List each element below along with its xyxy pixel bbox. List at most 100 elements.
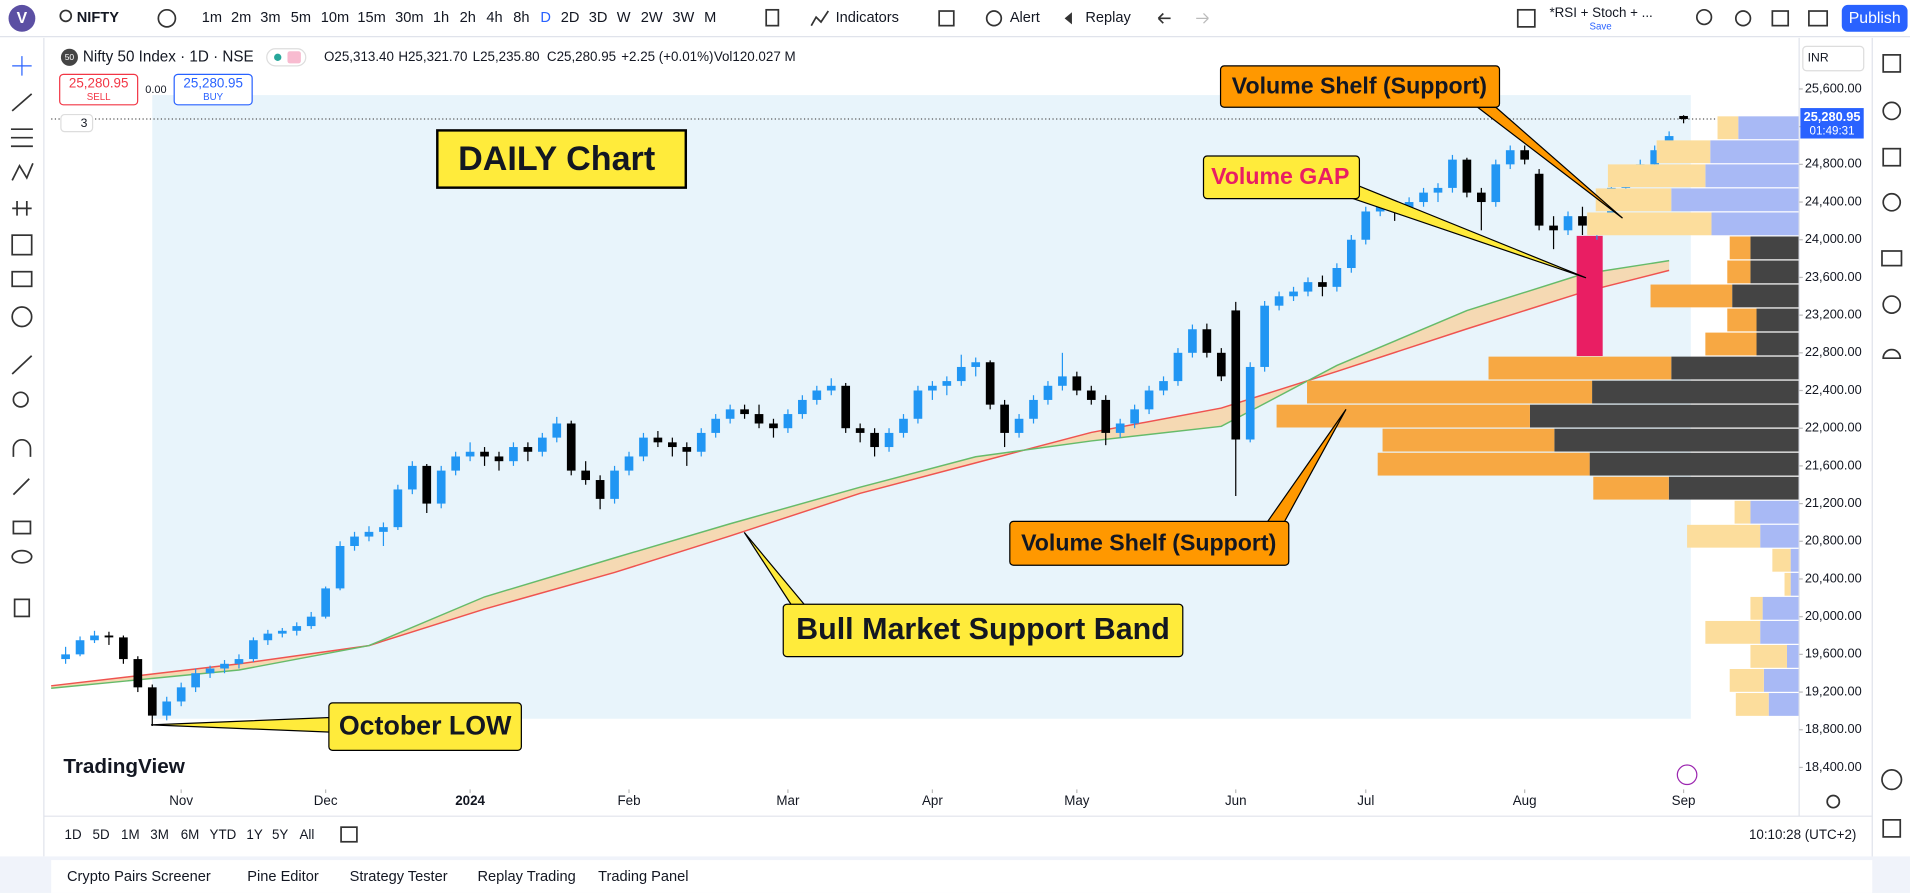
layout-name[interactable]: *RSI + Stoch + ... — [1549, 5, 1652, 20]
interval-button[interactable]: 3m — [260, 10, 280, 26]
date-range-icon[interactable] — [340, 826, 358, 843]
interval-button[interactable]: 3D — [589, 10, 608, 26]
panel-tab[interactable]: Crypto Pairs Screener — [67, 869, 211, 885]
templates-icon[interactable] — [938, 10, 955, 27]
undo-icon[interactable] — [1157, 12, 1171, 24]
range-button[interactable]: All — [300, 827, 315, 842]
streams-icon[interactable] — [1882, 295, 1902, 314]
chats-icon[interactable] — [1881, 250, 1903, 267]
currency[interactable]: INR — [1808, 51, 1829, 65]
interval-button[interactable]: 30m — [395, 10, 423, 26]
shape-tool[interactable] — [11, 234, 33, 256]
annotation-text: Volume Shelf (Support) — [1021, 530, 1276, 556]
layout-icon[interactable] — [1516, 8, 1536, 28]
stay-drawing-tool[interactable] — [12, 478, 30, 496]
interval-button[interactable]: 2D — [561, 10, 580, 26]
watchlist-icon[interactable] — [1882, 54, 1902, 73]
alerts-icon[interactable] — [1882, 101, 1902, 121]
panel-tab[interactable]: Strategy Tester — [350, 869, 448, 885]
sell-label[interactable]: SELL — [87, 92, 111, 103]
crosshair-tool[interactable] — [12, 56, 32, 76]
remove-tool[interactable] — [13, 598, 31, 618]
interval-button[interactable]: 5m — [291, 10, 311, 26]
volume-down — [1790, 548, 1800, 572]
sell-price[interactable]: 25,280.95 — [69, 76, 129, 91]
interval-button[interactable]: 15m — [357, 10, 385, 26]
market-status[interactable] — [274, 53, 282, 61]
compare-icon[interactable] — [157, 8, 177, 28]
currency-button[interactable] — [1802, 45, 1865, 72]
delay-status[interactable] — [287, 51, 301, 64]
text-tool[interactable] — [11, 270, 33, 288]
search-icon[interactable] — [59, 9, 73, 23]
indicator-count[interactable]: 3 — [81, 116, 88, 130]
axis-settings-icon[interactable] — [1826, 794, 1841, 809]
collapse-button[interactable] — [60, 113, 94, 133]
interval-button[interactable]: 2m — [231, 10, 251, 26]
publish-label[interactable]: Publish — [1849, 10, 1901, 27]
range-button[interactable]: 1M — [121, 827, 140, 842]
pattern-tool[interactable] — [11, 162, 34, 181]
alert-icon[interactable] — [985, 10, 1003, 27]
interval-button[interactable]: 1m — [202, 10, 222, 26]
range-button[interactable]: 3M — [150, 827, 169, 842]
interval-button[interactable]: 3W — [672, 10, 694, 26]
forecast-tool[interactable] — [12, 201, 32, 216]
indicators-button[interactable]: Indicators — [836, 10, 899, 26]
ideas-icon[interactable] — [1882, 192, 1902, 212]
y-tick-label: 20,800.00 — [1805, 533, 1862, 548]
save-label[interactable]: Save — [1589, 21, 1611, 32]
panel-tab[interactable]: Trading Panel — [598, 869, 688, 885]
candle-body — [451, 456, 460, 471]
visibility-tool[interactable] — [11, 549, 33, 564]
fullscreen-icon[interactable] — [1771, 10, 1790, 27]
magnet-tool[interactable] — [12, 438, 32, 457]
symbol-search[interactable]: NIFTY — [77, 10, 119, 26]
dom-icon[interactable] — [1881, 769, 1903, 791]
redo-icon[interactable] — [1196, 13, 1209, 24]
calendar-icon[interactable] — [1882, 818, 1902, 838]
measure-tool[interactable] — [11, 355, 33, 375]
interval-button[interactable]: M — [704, 10, 716, 26]
buy-label[interactable]: BUY — [203, 92, 224, 103]
quick-search-icon[interactable] — [1695, 8, 1713, 26]
range-button[interactable]: 6M — [181, 827, 200, 842]
snapshot-icon[interactable] — [1808, 10, 1829, 27]
range-button[interactable]: 1Y — [246, 827, 262, 842]
data-window-icon[interactable] — [1882, 147, 1902, 167]
interval-button[interactable]: 8h — [513, 10, 529, 26]
fib-tool[interactable] — [10, 128, 33, 148]
lock-tool[interactable] — [12, 520, 32, 535]
icon-tool[interactable] — [11, 306, 33, 328]
events-icon[interactable] — [1676, 764, 1698, 786]
replay-button[interactable]: Replay — [1085, 10, 1131, 26]
replay-icon[interactable] — [1064, 12, 1072, 25]
panel-tab[interactable]: Replay Trading — [478, 869, 576, 885]
buy-button[interactable] — [173, 73, 253, 106]
interval-button[interactable]: 10m — [321, 10, 349, 26]
sell-button[interactable] — [59, 73, 139, 106]
avatar-letter[interactable]: V — [17, 10, 28, 27]
indicators-icon[interactable] — [810, 10, 830, 27]
alert-button[interactable]: Alert — [1010, 10, 1040, 26]
range-button[interactable]: 5D — [93, 827, 110, 842]
interval-button[interactable]: 4h — [486, 10, 502, 26]
trendline-tool[interactable] — [11, 93, 33, 112]
chart-type-icon[interactable] — [765, 8, 780, 27]
settings-icon[interactable] — [1734, 10, 1752, 27]
interval-button[interactable]: 2h — [460, 10, 476, 26]
range-button[interactable]: 5Y — [272, 827, 288, 842]
panel-tab[interactable]: Pine Editor — [247, 869, 319, 885]
interval-button[interactable]: D — [540, 10, 551, 26]
interval-button[interactable]: W — [617, 10, 631, 26]
notifications-icon[interactable] — [1882, 348, 1902, 360]
range-button[interactable]: YTD — [210, 827, 237, 842]
buy-price[interactable]: 25,280.95 — [183, 76, 243, 91]
publish-button[interactable] — [1841, 4, 1908, 32]
avatar[interactable] — [8, 4, 36, 32]
interval-button[interactable]: 1h — [433, 10, 449, 26]
range-button[interactable]: 1D — [65, 827, 82, 842]
symbol-title[interactable]: Nifty 50 Index · 1D · NSE — [83, 48, 254, 65]
zoom-tool[interactable] — [12, 391, 29, 408]
interval-button[interactable]: 2W — [641, 10, 663, 26]
